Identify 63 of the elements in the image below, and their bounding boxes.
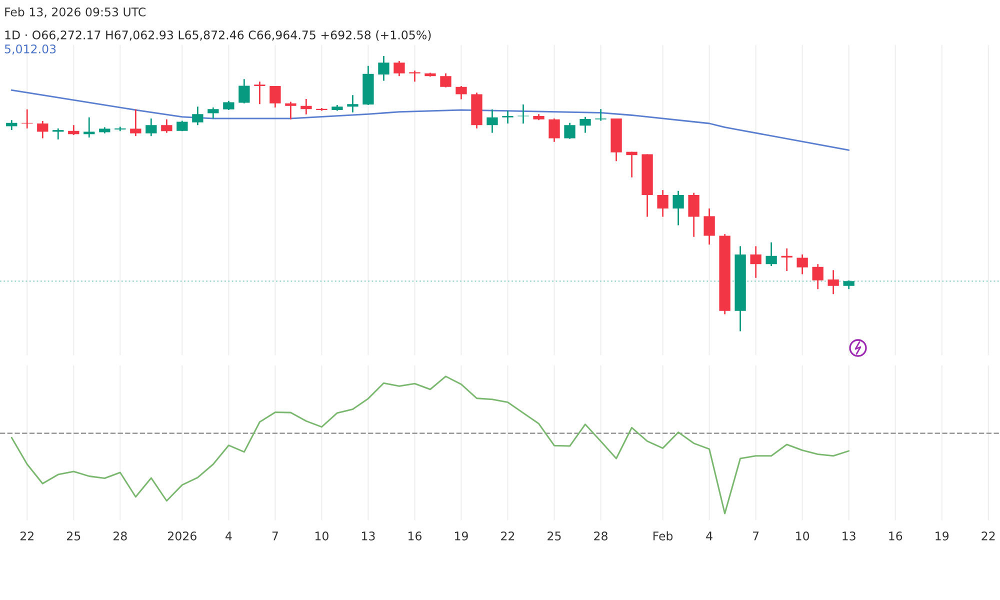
- candlestick: [548, 118, 560, 143]
- candlestick: [161, 118, 172, 134]
- candlestick: [192, 106, 204, 126]
- x-tick-label: 2026: [168, 532, 196, 540]
- candlestick: [657, 189, 668, 218]
- candlestick: [300, 98, 312, 116]
- candlestick: [456, 85, 467, 100]
- candlestick: [828, 269, 839, 295]
- chart-title: 1D · O66,272.17 H67,062.93 L65,872.46 C66,964.75 +692.58 (+1.05%): [5, 30, 431, 41]
- candlestick: [781, 248, 792, 272]
- x-tick-label: 28: [114, 532, 127, 540]
- candlestick: [750, 246, 762, 279]
- candlestick: [564, 122, 576, 140]
- candlestick: [146, 118, 157, 137]
- x-tick-label: 7: [753, 532, 759, 540]
- x-tick-label: 10: [796, 532, 810, 540]
- candlestick: [502, 110, 514, 124]
- chart-subtitle: 5,012.03: [4, 44, 56, 55]
- x-tick-label: 13: [842, 532, 856, 540]
- x-tick-label: 4: [706, 532, 712, 540]
- x-tick-label: 16: [408, 532, 422, 540]
- candlestick: [595, 108, 606, 122]
- candlestick: [238, 78, 250, 104]
- candlestick: [518, 104, 529, 124]
- candlestick: [208, 106, 219, 120]
- candlestick: [440, 72, 452, 88]
- candlestick: [409, 70, 420, 82]
- x-tick-label: 22: [501, 532, 514, 540]
- candlestick: [6, 119, 18, 131]
- candlestick: [130, 108, 142, 137]
- candlestick: [580, 116, 591, 134]
- x-tick-label: 13: [362, 532, 375, 540]
- candlestick: [270, 85, 281, 108]
- candlestick: [626, 151, 638, 178]
- text: Feb 13, 2026 09:53 UTC: [5, 7, 146, 18]
- candlestick: [347, 94, 358, 114]
- x-tick-label: 19: [455, 532, 468, 540]
- candlestick: [254, 80, 266, 105]
- candlestick: [394, 60, 405, 77]
- candlestick: [378, 55, 390, 82]
- candlestick: [285, 101, 296, 120]
- x-tick-label: 25: [66, 532, 80, 540]
- candlestick: [812, 263, 824, 290]
- x-tick-label: 7: [272, 532, 278, 540]
- candlestick: [766, 242, 777, 267]
- candlestick: [68, 124, 80, 136]
- candlestick: [704, 208, 715, 246]
- candlestick: [486, 108, 498, 134]
- x-tick-label: 28: [594, 532, 608, 540]
- candlestick: [37, 120, 48, 140]
- x-tick-label: 16: [889, 532, 902, 540]
- candlestick: [688, 192, 700, 238]
- candlestick: [84, 116, 95, 138]
- x-tick-label: Feb: [654, 531, 673, 540]
- candlestick: [672, 190, 684, 226]
- x-tick-label: 4: [226, 532, 232, 540]
- x-tick-label: 25: [548, 532, 561, 540]
- x-tick-label: 22: [20, 532, 34, 540]
- candlestick: [796, 254, 808, 275]
- x-tick-label: 22: [982, 532, 995, 540]
- x-tick-label: 19: [936, 532, 949, 540]
- candlestick: [223, 100, 234, 111]
- x-tick-label: 10: [315, 532, 328, 540]
